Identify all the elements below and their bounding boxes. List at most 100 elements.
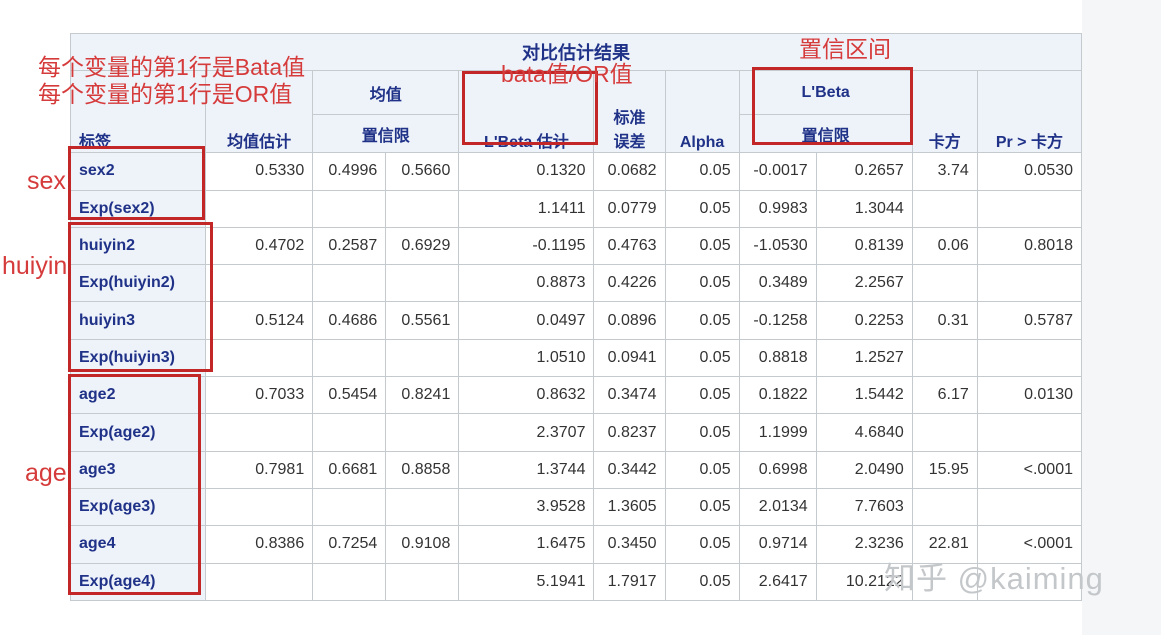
annotation-box-age-rows — [68, 374, 201, 595]
cell-lbeta-cl-low: 0.8818 — [738, 338, 817, 378]
cell-chi-square — [911, 413, 978, 452]
cell-lbeta-estimate: 1.3744 — [458, 450, 595, 489]
cell-mean-estimate — [205, 338, 314, 378]
cell-lbeta-cl-high: 1.3044 — [815, 189, 913, 228]
cell-chi-square — [911, 562, 978, 601]
annotation-group-label-huiyin: huiyin — [2, 252, 68, 280]
cell-chi-square: 15.95 — [911, 450, 978, 489]
cell-lbeta-estimate: -0.1195 — [458, 226, 595, 266]
cell-mean-estimate: 0.7033 — [205, 376, 314, 415]
cell-mean-cl-low — [312, 264, 387, 303]
cell-alpha: 0.05 — [664, 189, 740, 228]
annotation-beta-or-label: bata值/OR值 — [501, 61, 633, 87]
cell-std-error: 0.4763 — [593, 226, 666, 266]
annotation-box-sex-rows — [68, 146, 205, 220]
cell-pr-chi-square: <.0001 — [976, 450, 1083, 489]
cell-lbeta-estimate: 5.1941 — [458, 562, 595, 601]
cell-mean-cl-high: 0.6929 — [385, 226, 460, 266]
cell-pr-chi-square — [976, 264, 1083, 303]
cell-std-error: 0.3450 — [593, 525, 666, 564]
cell-label: Exp(age3) — [69, 487, 207, 527]
cell-mean-cl-low — [312, 413, 387, 452]
cell-pr-chi-square: 0.5787 — [976, 301, 1083, 340]
cell-alpha: 0.05 — [664, 264, 740, 303]
annotation-box-lbeta-ci-header — [752, 67, 913, 145]
table-row: sex2 0.5330 0.4996 0.5660 0.1320 0.0682 0.05 -0… — [69, 152, 1083, 191]
cell-lbeta-cl-low: 2.0134 — [738, 487, 817, 527]
cell-std-error: 0.0896 — [593, 301, 666, 340]
cell-lbeta-cl-high: 0.2657 — [815, 152, 913, 191]
cell-mean-estimate: 0.8386 — [205, 525, 314, 564]
cell-std-error: 0.8237 — [593, 413, 666, 452]
col-header-lbeta-estimate: L'Beta 估计 — [458, 70, 595, 154]
cell-alpha: 0.05 — [664, 226, 740, 266]
table-row: Exp(age2) 2.3707 0.8237 0.05 1.1999 4.6840 — [69, 413, 1083, 452]
cell-pr-chi-square — [976, 189, 1083, 228]
header-row-sub: 置信限 置信限 — [71, 114, 1082, 154]
cell-lbeta-cl-high: 2.3236 — [815, 525, 913, 564]
cell-lbeta-estimate: 1.6475 — [458, 525, 595, 564]
annotation-group-label-sex: sex — [27, 167, 66, 195]
cell-mean-cl-high — [385, 487, 460, 527]
cell-mean-cl-high: 0.9108 — [385, 525, 460, 564]
cell-chi-square — [911, 487, 978, 527]
cell-lbeta-estimate: 3.9528 — [458, 487, 595, 527]
cell-label: age3 — [69, 450, 207, 489]
cell-pr-chi-square: 0.8018 — [976, 226, 1083, 266]
cell-mean-estimate: 0.4702 — [205, 226, 314, 266]
col-header-chi-square: 卡方 — [911, 70, 978, 154]
annotation-box-huiyin-rows — [68, 222, 213, 372]
cell-lbeta-cl-low: -1.0530 — [738, 226, 817, 266]
cell-pr-chi-square: 0.0530 — [976, 152, 1083, 191]
cell-alpha: 0.05 — [664, 376, 740, 415]
cell-lbeta-cl-high: 7.7603 — [815, 487, 913, 527]
cell-mean-cl-low — [312, 338, 387, 378]
annotation-ci-label: 置信区间 — [799, 36, 891, 62]
cell-std-error: 0.4226 — [593, 264, 666, 303]
cell-mean-cl-high — [385, 413, 460, 452]
cell-pr-chi-square — [976, 487, 1083, 527]
table-row: age4 0.8386 0.7254 0.9108 1.6475 0.3450 0.05 0.… — [69, 525, 1083, 564]
cell-mean-cl-low: 0.7254 — [312, 525, 387, 564]
cell-alpha: 0.05 — [664, 487, 740, 527]
cell-mean-cl-low: 0.5454 — [312, 376, 387, 415]
cell-mean-estimate: 0.5124 — [205, 301, 314, 340]
cell-mean-estimate — [205, 562, 314, 601]
cell-pr-chi-square: <.0001 — [976, 525, 1083, 564]
table-row: age3 0.7981 0.6681 0.8858 1.3744 0.3442 0.05 0.… — [69, 450, 1083, 489]
cell-std-error: 0.0779 — [593, 189, 666, 228]
cell-mean-estimate — [205, 189, 314, 228]
annotation-box-lbeta-estimate-header — [462, 71, 598, 145]
table-row: huiyin3 0.5124 0.4686 0.5561 0.0497 0.0896 0.0… — [69, 301, 1083, 340]
cell-chi-square: 22.81 — [911, 525, 978, 564]
cell-lbeta-estimate: 0.8632 — [458, 376, 595, 415]
std-error-line2: 误差 — [613, 134, 646, 152]
cell-alpha: 0.05 — [664, 525, 740, 564]
col-header-pr-chi-square: Pr > 卡方 — [976, 70, 1083, 154]
cell-lbeta-estimate: 1.1411 — [458, 189, 595, 228]
cell-pr-chi-square: 0.0130 — [976, 376, 1083, 415]
cell-lbeta-cl-low: 2.6417 — [738, 562, 817, 601]
cell-lbeta-cl-low: 0.3489 — [738, 264, 817, 303]
cell-mean-cl-high — [385, 562, 460, 601]
col-group-lbeta: L'Beta — [738, 70, 913, 116]
cell-std-error: 0.0941 — [593, 338, 666, 378]
cell-std-error: 0.0682 — [593, 152, 666, 191]
annotation-note-line2: 每个变量的第1行是OR值 — [38, 81, 293, 107]
annotation-group-label-age: age — [25, 459, 67, 487]
cell-std-error: 1.3605 — [593, 487, 666, 527]
table-row: Exp(huiyin3) 1.0510 0.0941 0.05 0.8818 1.2527 — [69, 338, 1083, 378]
cell-chi-square — [911, 338, 978, 378]
cell-std-error: 1.7917 — [593, 562, 666, 601]
cell-mean-cl-high: 0.5561 — [385, 301, 460, 340]
cell-lbeta-cl-high: 2.0490 — [815, 450, 913, 489]
cell-lbeta-cl-low: -0.0017 — [738, 152, 817, 191]
cell-alpha: 0.05 — [664, 450, 740, 489]
cell-mean-cl-high — [385, 264, 460, 303]
col-header-alpha: Alpha — [664, 70, 740, 154]
cell-chi-square: 0.06 — [911, 226, 978, 266]
table-row: Exp(huiyin2) 0.8873 0.4226 0.05 0.3489 2.2567 — [69, 264, 1083, 303]
cell-mean-estimate — [205, 413, 314, 452]
cell-lbeta-cl-low: 1.1999 — [738, 413, 817, 452]
